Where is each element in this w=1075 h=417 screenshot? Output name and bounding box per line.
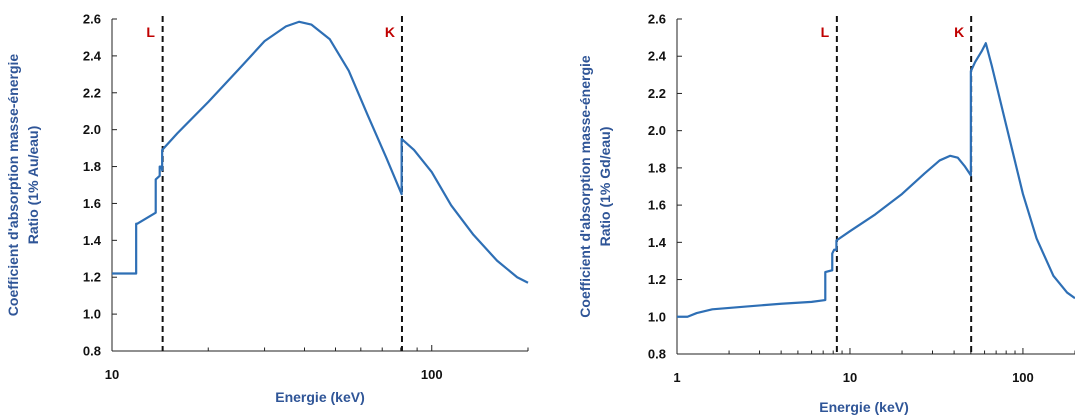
x-tick-label: 10	[843, 370, 857, 385]
y-tick-label: 0.8	[83, 344, 101, 359]
series-line-1	[677, 42, 1075, 318]
edge-label-K: K	[385, 24, 395, 40]
y-tick-label: 2.2	[648, 86, 666, 101]
edge-label-K: K	[954, 24, 964, 40]
y-axis-label-line-2: Ratio (1% Gd/eau)	[597, 127, 613, 247]
y-tick-label: 1.4	[648, 235, 667, 250]
y-tick-label: 2.6	[83, 12, 101, 27]
y-tick-label: 1.0	[83, 307, 101, 322]
series-line-1	[112, 20, 529, 284]
y-tick-label: 1.4	[83, 233, 102, 248]
y-tick-label: 2.0	[648, 123, 666, 138]
y-tick-label: 2.2	[83, 85, 101, 100]
y-axis-label-line-1: Coefficient d'absorption masse-énergie	[577, 55, 593, 318]
y-tick-label: 0.8	[648, 347, 666, 362]
x-tick-label: 1	[673, 370, 680, 385]
edge-label-L: L	[146, 24, 155, 40]
y-axis-label-line-1: Coefficient d'absorption masse-énergie	[5, 54, 21, 317]
chart-1: 0.8 1.0 1.2 1.4 1.6 1.8 2.0 2.2 2.4 2.6 10 100 L K Ene…	[5, 12, 529, 405]
edge-label-L: L	[821, 24, 830, 40]
y-axis-label-line-2: Ratio (1% Au/eau)	[25, 126, 41, 245]
y-tick-label: 1.2	[648, 272, 666, 287]
y-tick-label: 2.0	[83, 122, 101, 137]
x-tick-label: 10	[105, 367, 119, 382]
y-tick-label: 1.8	[648, 160, 666, 175]
y-tick-label: 1.6	[83, 196, 101, 211]
y-tick-label: 2.6	[648, 12, 666, 27]
x-axis-label: Energie (keV)	[819, 399, 908, 415]
y-tick-label: 1.8	[83, 159, 101, 174]
x-tick-label: 100	[1012, 370, 1034, 385]
y-tick-label: 2.4	[648, 49, 667, 64]
chart-2: 0.8 1.0 1.2 1.4 1.6 1.8 2.0 2.2 2.4 2.6 1 10 100 L K En…	[577, 12, 1075, 415]
y-tick-label: 2.4	[83, 48, 102, 63]
x-axis-label: Energie (keV)	[275, 389, 364, 405]
y-tick-label: 1.0	[648, 309, 666, 324]
x-tick-label: 100	[421, 367, 443, 382]
y-tick-label: 1.2	[83, 270, 101, 285]
y-tick-label: 1.6	[648, 198, 666, 213]
